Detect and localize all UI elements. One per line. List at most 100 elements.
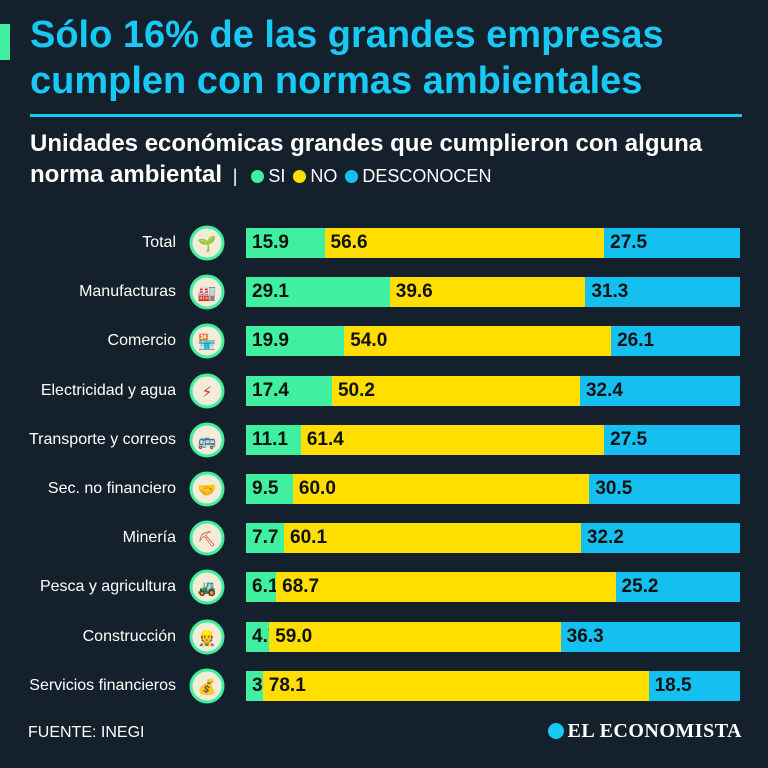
svg-text:💰: 💰	[198, 678, 217, 696]
brand-mark-icon	[547, 723, 564, 739]
bar-segment-desconocen	[580, 523, 740, 554]
category-label: Manufacturas	[79, 283, 176, 301]
bar-value-desconocen: 26.1	[617, 330, 655, 352]
bar-segment-desconocen	[611, 326, 740, 357]
svg-text:🌱: 🌱	[198, 235, 217, 253]
legend-dot-si	[251, 170, 265, 183]
bar-value-si: 9.5	[252, 478, 279, 499]
bar-segment-si	[246, 670, 263, 701]
bar-segment-no	[300, 424, 605, 455]
bar-segment-desconocen	[604, 228, 740, 258]
mining-icon: ⛏	[189, 520, 225, 556]
bar-value-no: 68.7	[282, 576, 320, 598]
bar-segment-no	[292, 474, 590, 504]
bar-segment-desconocen	[585, 277, 740, 308]
category-label: Construcción	[82, 627, 176, 645]
bar-value-desconocen: 18.5	[654, 674, 692, 696]
bar-value-no: 50.2	[337, 379, 375, 401]
bar-segment-no	[262, 670, 649, 701]
bar-value-si: 6.1	[252, 576, 279, 598]
bar-segment-si	[246, 228, 325, 258]
category-label: Servicios financieros	[29, 676, 176, 694]
shop-icon: 🏪	[189, 323, 225, 359]
legend: | SI NO DESCONOCEN	[229, 166, 492, 186]
bar-value-desconocen: 32.4	[585, 379, 623, 401]
bar-value-desconocen: 27.5	[610, 232, 648, 253]
svg-text:👷: 👷	[198, 629, 217, 647]
bar-value-no: 61.4	[306, 428, 344, 450]
bar-segment-desconocen	[579, 375, 740, 406]
bar-value-desconocen: 36.3	[566, 625, 604, 647]
bar-value-no: 39.6	[395, 281, 433, 303]
bar-segment-no	[389, 277, 586, 308]
svg-text:🤝: 🤝	[198, 481, 217, 499]
plant-hand-icon: 🌱	[189, 225, 225, 261]
category-label: Minería	[122, 529, 176, 547]
bar-value-desconocen: 27.5	[610, 428, 648, 450]
subtitle-text: Unidades económicas grandes que cumplier…	[30, 130, 703, 188]
bar-segment-desconocen	[560, 621, 740, 652]
category-label: Transporte y correos	[28, 430, 176, 448]
category-label: Electricidad y agua	[40, 381, 176, 399]
bar-value-no: 60.0	[298, 478, 336, 499]
tractor-icon: 🚜	[189, 569, 225, 605]
category-label: Pesca y agricultura	[39, 578, 176, 596]
bar-segment-desconocen	[589, 474, 740, 504]
bar-segment-no	[284, 523, 581, 554]
bar-value-si: 7.7	[252, 527, 279, 549]
finance-icon: 💰	[189, 668, 225, 704]
electricity-icon: ⚡	[189, 373, 225, 409]
bar-value-si: 17.4	[252, 379, 289, 401]
bar-segment-si	[246, 277, 390, 308]
legend-dot-desconocen	[345, 170, 359, 183]
legend-separator: |	[232, 166, 238, 186]
bar-segment-si	[246, 424, 301, 455]
bar-segment-si	[246, 621, 270, 652]
bar-value-desconocen: 31.3	[591, 281, 629, 303]
svg-text:⛏: ⛏	[197, 530, 216, 548]
factory-icon: 🏭	[189, 274, 225, 310]
bar-value-si: 11.1	[252, 428, 288, 450]
bar-segment-desconocen	[604, 424, 740, 455]
bar-value-desconocen: 30.5	[595, 478, 633, 499]
svg-text:🏪: 🏪	[198, 333, 217, 351]
bar-segment-si	[246, 572, 277, 603]
bar-segment-desconocen	[648, 670, 740, 701]
bus-icon: 🚌	[189, 422, 225, 458]
svg-text:⚡: ⚡	[202, 383, 213, 401]
worker-icon: 👷	[189, 619, 225, 655]
bar-segment-no	[276, 572, 616, 603]
bar-segment-no	[324, 228, 605, 258]
legend-dot-no	[293, 170, 307, 183]
category-label: Comercio	[107, 332, 176, 350]
bar-segment-desconocen	[615, 572, 740, 603]
bar-segment-si	[246, 326, 345, 357]
bar-value-no: 59.0	[275, 625, 313, 647]
bar-segment-si	[246, 523, 285, 554]
svg-text:🏭: 🏭	[198, 284, 217, 302]
legend-label-no: NO	[310, 166, 338, 186]
brand-name: EL ECONOMISTA	[567, 720, 742, 742]
svg-text:🚌: 🚌	[198, 432, 217, 450]
category-label: Total	[142, 234, 176, 251]
bar-value-no: 60.1	[290, 527, 328, 549]
svg-text:🚜: 🚜	[198, 579, 217, 597]
bar-value-si: 15.9	[252, 232, 289, 253]
source-note: FUENTE: INEGI	[28, 724, 145, 741]
bar-value-si: 19.9	[252, 330, 289, 352]
bar-value-no: 78.1	[268, 674, 306, 696]
bar-value-desconocen: 32.2	[586, 527, 624, 549]
bar-segment-no	[331, 375, 580, 406]
category-label: Sec. no financiero	[47, 480, 176, 497]
title-divider	[30, 114, 742, 117]
bar-segment-no	[269, 621, 561, 652]
bar-value-no: 54.0	[350, 330, 388, 352]
legend-label-si: SI	[268, 166, 286, 186]
accent-bar	[0, 24, 10, 60]
bar-value-desconocen: 25.2	[621, 576, 659, 598]
bar-value-no: 56.6	[330, 232, 368, 253]
legend-label-desconocen: DESCONOCEN	[362, 166, 492, 186]
bar-segment-si	[246, 474, 293, 504]
page-title: Sólo 16% de las grandes empresas cumplen…	[30, 14, 664, 102]
brand-logo: EL ECONOMISTA	[547, 720, 743, 743]
